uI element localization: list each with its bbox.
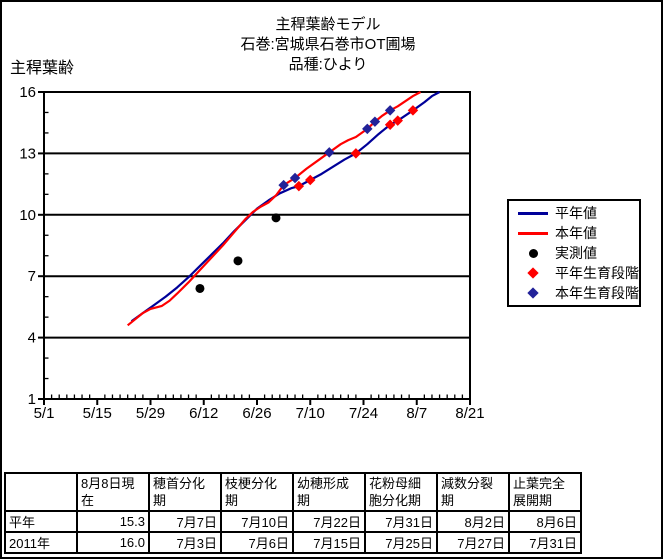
legend-item-1: 本年値 [509,223,639,243]
table-row: 平年 15.3 7月7日 7月10日 7月22日 7月31日 8月2日 8月6日 [4,510,582,533]
table-row-label: 2011年 [4,531,78,554]
table-cell: 7月31日 [364,510,438,533]
table-row: 2011年 16.0 7月3日 7月6日 7月15日 7月25日 7月27日 7月31日 [4,531,582,554]
x-tick-label: 5/1 [34,405,55,422]
y-tick-label: 13 [19,145,36,162]
x-tick-label: 8/7 [406,405,427,422]
x-tick-label: 6/12 [189,405,218,422]
table-header-cell [4,472,78,512]
table-cell: 7月10日 [220,510,294,533]
marker-normal-year-growth-stages [305,174,316,186]
table-cell: 16.0 [76,531,150,554]
y-tick-label: 1 [28,391,36,408]
table-cell: 7月7日 [148,510,222,533]
y-tick-label: 7 [28,268,36,285]
chart-title-line-2: 石巻:宮城県石巻市OT圃場 [240,36,416,53]
legend-item-2: 実測値 [509,243,639,263]
x-tick-label: 6/26 [242,405,271,422]
legend-label: 本年値 [555,225,597,241]
table-header-cell: 8月8日現 在 [76,472,150,512]
legend-label: 平年生育段階 [555,265,639,281]
table-cell: 8月6日 [508,510,582,533]
table-cell: 7月6日 [220,531,294,554]
series-this-year-line [126,91,422,327]
growth-stage-table: 8月8日現 在穂首分化 期枝梗分化 期幼穂形成 期花粉母細 胞分化期 減数分裂 期… [4,472,582,554]
x-tick-label: 8/21 [455,405,484,422]
table-cell: 15.3 [76,510,150,533]
legend-item-0: 平年値 [509,203,639,223]
chart-legend: 平年値本年値実測値平年生育段階 本年生育段階 [507,199,641,307]
legend-label: 平年値 [555,205,597,221]
table-header-cell: 穂首分化 期 [148,472,222,512]
x-tick-label: 5/15 [83,405,112,422]
table-row-label: 平年 [4,510,78,533]
chart-title: 主稈葉齢モデル 石巻:宮城県石巻市OT圃場 品種:ひより [44,15,612,75]
legend-label: 本年生育段階 [555,285,639,301]
marker-measured-values [271,213,281,223]
y-tick-label: 16 [19,84,36,101]
circle-icon [528,248,538,258]
x-tick-label: 5/29 [136,405,165,422]
legend-circle-swatch-icon [515,248,551,258]
legend-diamond-swatch-icon [515,287,551,299]
line-icon [518,231,548,235]
table-cell: 8月2日 [436,510,510,533]
legend-item-3: 平年生育段階 [509,263,639,283]
marker-measured-values [233,256,243,266]
table-cell: 7月27日 [436,531,510,554]
diamond-icon [527,287,539,299]
table-cell: 7月15日 [292,531,366,554]
plot-area-border [43,91,471,400]
table-cell: 7月3日 [148,531,222,554]
legend-line-swatch-icon [515,231,551,235]
y-tick-label: 4 [28,330,36,347]
x-tick-label: 7/10 [296,405,325,422]
chart-title-line-1: 主稈葉齢モデル [275,16,381,33]
line-icon [518,211,548,215]
table-cell: 7月31日 [508,531,582,554]
legend-item-4: 本年生育段階 [509,283,639,303]
table-header-cell: 止葉完全 展開期 [508,472,582,512]
legend-diamond-swatch-icon [515,267,551,279]
table-header-row: 8月8日現 在穂首分化 期枝梗分化 期幼穂形成 期花粉母細 胞分化期 減数分裂 期… [4,472,582,512]
table-header-cell: 幼穂形成 期 [292,472,366,512]
table-cell: 7月22日 [292,510,366,533]
x-tick-label: 7/24 [349,405,378,422]
legend-line-swatch-icon [515,211,551,215]
table-header-cell: 枝梗分化 期 [220,472,294,512]
marker-measured-values [195,283,205,293]
table-header-cell: 減数分裂 期 [436,472,510,512]
y-tick-label: 10 [19,207,36,224]
table-cell: 7月25日 [364,531,438,554]
legend-label: 実測値 [555,245,597,261]
chart-title-line-3: 品種:ひより [288,56,368,73]
y-axis-label: 主稈葉齢 [10,60,75,77]
diamond-icon [527,267,539,279]
table-header-cell: 花粉母細 胞分化期 [364,472,438,512]
